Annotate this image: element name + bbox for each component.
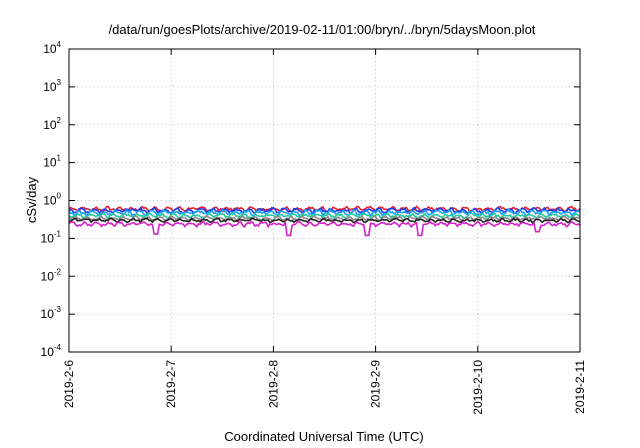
y-tick-label: 10-1 [41, 229, 62, 245]
x-tick-label: 2019-2-11 [573, 360, 587, 414]
y-tick-label: 101 [43, 154, 61, 170]
y-axis-label: cSv/day [24, 176, 39, 223]
chart-title: /data/run/goesPlots/archive/2019-02-11/0… [109, 22, 536, 37]
y-tick-label: 10-2 [41, 267, 62, 283]
x-tick-label: 2019-2-8 [266, 360, 280, 408]
y-tick-label: 10-3 [41, 305, 62, 321]
x-tick-label: 2019-2-9 [369, 360, 383, 408]
y-tick-label: 104 [43, 40, 61, 56]
y-tick-label: 102 [43, 116, 61, 132]
y-tick-label: 103 [43, 78, 61, 94]
series-line-3 [68, 208, 581, 218]
x-ticks: 2019-2-6 2019-2-7 2019-2-8 2019-2-9 2019-2-1… [62, 49, 587, 415]
y-tick-label: 100 [43, 192, 61, 208]
series-line-6 [68, 217, 581, 225]
x-tick-label: 2019-2-7 [164, 360, 178, 408]
x-tick-label: 2019-2-10 [471, 360, 485, 415]
series-line-4 [68, 212, 581, 220]
x-tick-label: 2019-2-6 [62, 360, 76, 408]
series-layer [68, 205, 581, 237]
x-axis-label: Coordinated Universal Time (UTC) [224, 429, 423, 444]
grid [69, 49, 580, 352]
y-tick-label: 10-4 [41, 343, 62, 359]
y-ticks: 104 103 102 101 100 10-1 10-2 10-3 10-4 [41, 40, 580, 359]
series-line-7 [68, 219, 581, 237]
